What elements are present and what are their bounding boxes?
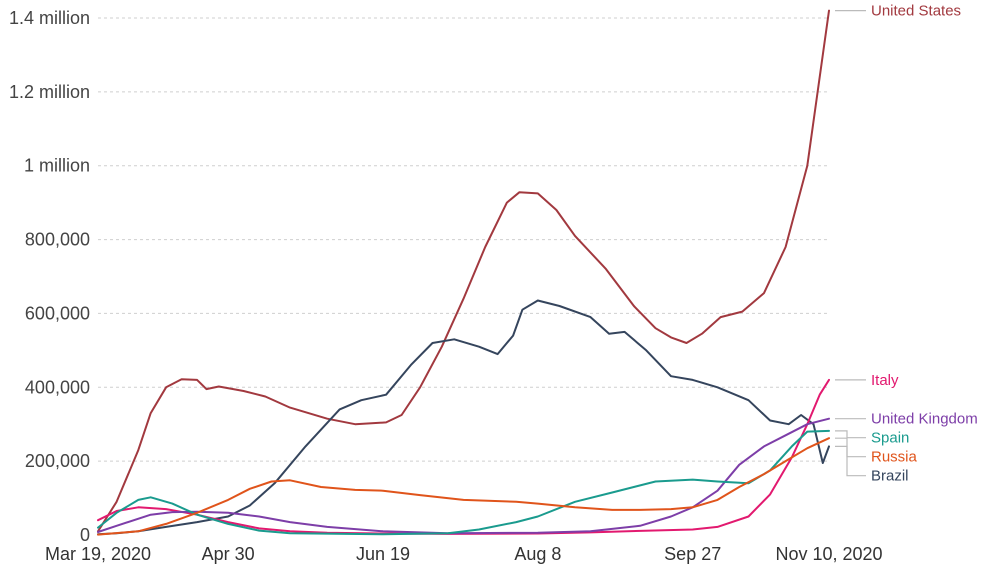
gridlines (98, 17, 829, 462)
y-tick-label: 1.2 million (9, 82, 90, 102)
series-line-brazil (97, 299, 830, 536)
y-tick-label: 1.4 million (9, 8, 90, 28)
series-line-russia (97, 437, 830, 536)
y-tick-label: 600,000 (25, 303, 90, 323)
label-leader-line (835, 437, 866, 458)
x-tick-label: Jun 19 (356, 544, 410, 564)
label-leader-line (835, 430, 866, 439)
x-tick-label: Aug 8 (514, 544, 561, 564)
series-line-united-states (97, 9, 830, 533)
y-tick-label: 1 million (24, 156, 90, 176)
y-tick-label: 400,000 (25, 377, 90, 397)
series-label-spain: Spain (871, 430, 909, 447)
x-tick-label: Nov 10, 2020 (775, 544, 882, 564)
series-label-united-states: United States (871, 3, 961, 20)
y-tick-label: 0 (80, 525, 90, 545)
x-tick-label: Sep 27 (664, 544, 721, 564)
series-lines (97, 9, 830, 536)
series-label-russia: Russia (871, 449, 918, 466)
series-line-united-kingdom (97, 417, 830, 535)
series-line-spain (97, 429, 830, 536)
y-tick-label: 200,000 (25, 451, 90, 471)
x-tick-label: Mar 19, 2020 (45, 544, 151, 564)
series-label-italy: Italy (871, 372, 899, 389)
series-line-italy (97, 378, 830, 535)
series-label-brazil: Brazil (871, 468, 909, 485)
x-axis-tick-labels: Mar 19, 2020 Apr 30 Jun 19 Aug 8 Sep 27 Nov 1… (45, 544, 883, 564)
y-axis-tick-labels: 0 200,000 400,000 600,000 800,000 1 million 1.… (9, 8, 90, 545)
label-leader-line (835, 445, 866, 477)
y-tick-label: 800,000 (25, 230, 90, 250)
x-tick-label: Apr 30 (202, 544, 255, 564)
series-label-united-kingdom: United Kingdom (871, 411, 978, 428)
end-labels: United States Italy United Kingdom Spain Rus… (835, 3, 978, 485)
